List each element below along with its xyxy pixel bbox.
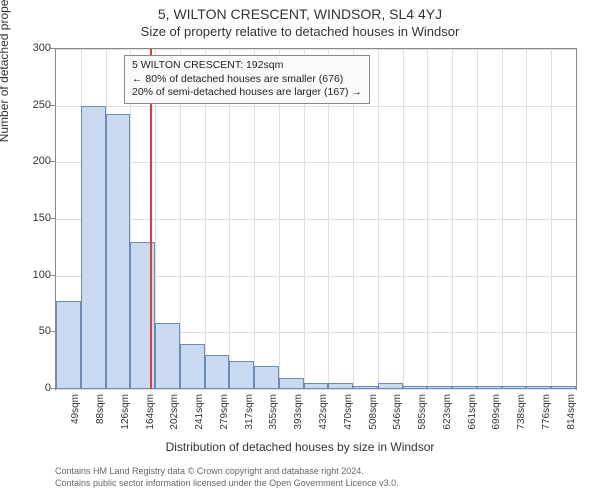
gridline xyxy=(56,219,576,220)
gridline xyxy=(551,49,552,389)
x-axis-label: Distribution of detached houses by size … xyxy=(0,440,600,454)
annotation-box: 5 WILTON CRESCENT: 192sqm ← 80% of detac… xyxy=(124,55,370,104)
page-title-address: 5, WILTON CRESCENT, WINDSOR, SL4 4YJ xyxy=(0,0,600,22)
x-tick-label: 432sqm xyxy=(318,394,329,430)
y-tick-label: 200 xyxy=(11,155,51,167)
gridline xyxy=(56,389,576,390)
x-tick-label: 776sqm xyxy=(541,394,552,430)
gridline xyxy=(403,49,404,389)
histogram-bar xyxy=(180,344,205,389)
histogram-bar xyxy=(551,386,576,389)
histogram-bar xyxy=(106,114,131,389)
histogram-bar xyxy=(378,383,403,389)
gridline xyxy=(526,49,527,389)
x-tick-label: 738sqm xyxy=(516,394,527,430)
chart-plot-area: 5 WILTON CRESCENT: 192sqm ← 80% of detac… xyxy=(55,48,577,390)
attribution-line1: Contains HM Land Registry data © Crown c… xyxy=(55,466,399,478)
histogram-bar xyxy=(452,386,477,389)
gridline xyxy=(427,49,428,389)
x-tick-label: 126sqm xyxy=(120,394,131,430)
histogram-bar xyxy=(477,386,502,389)
attribution-text: Contains HM Land Registry data © Crown c… xyxy=(55,466,399,489)
histogram-bar xyxy=(328,383,353,389)
histogram-bar xyxy=(304,383,329,389)
histogram-bar xyxy=(353,386,378,389)
x-tick-label: 88sqm xyxy=(95,394,106,424)
x-tick-label: 279sqm xyxy=(219,394,230,430)
x-tick-label: 699sqm xyxy=(491,394,502,430)
y-tick-label: 0 xyxy=(11,382,51,394)
x-tick-label: 355sqm xyxy=(268,394,279,430)
histogram-bar xyxy=(56,301,81,389)
histogram-bar xyxy=(279,378,304,389)
annotation-line2: ← 80% of detached houses are smaller (67… xyxy=(132,73,362,87)
annotation-line1: 5 WILTON CRESCENT: 192sqm xyxy=(132,59,362,73)
x-tick-label: 164sqm xyxy=(145,394,156,430)
annotation-line3: 20% of semi-detached houses are larger (… xyxy=(132,86,362,100)
gridline xyxy=(56,162,576,163)
x-tick-label: 508sqm xyxy=(368,394,379,430)
y-tick-label: 300 xyxy=(11,42,51,54)
y-tick-label: 50 xyxy=(11,325,51,337)
y-axis-label: Number of detached properties xyxy=(0,0,11,142)
gridline xyxy=(378,49,379,389)
x-tick-label: 546sqm xyxy=(392,394,403,430)
x-tick-label: 585sqm xyxy=(417,394,428,430)
gridline xyxy=(56,106,576,107)
attribution-line2: Contains public sector information licen… xyxy=(55,478,399,490)
gridline xyxy=(477,49,478,389)
gridline xyxy=(502,49,503,389)
histogram-bar xyxy=(403,386,428,389)
x-tick-label: 623sqm xyxy=(442,394,453,430)
histogram-bar xyxy=(526,386,551,389)
histogram-bar xyxy=(254,366,279,389)
y-tick-label: 250 xyxy=(11,99,51,111)
page-title-subtitle: Size of property relative to detached ho… xyxy=(0,22,600,39)
histogram-bar xyxy=(155,323,180,389)
x-tick-label: 814sqm xyxy=(566,394,577,430)
x-tick-label: 470sqm xyxy=(343,394,354,430)
x-tick-label: 393sqm xyxy=(293,394,304,430)
gridline xyxy=(56,49,576,50)
x-tick-label: 241sqm xyxy=(194,394,205,430)
y-tick-label: 150 xyxy=(11,212,51,224)
gridline xyxy=(452,49,453,389)
x-tick-label: 202sqm xyxy=(169,394,180,430)
y-tick-label: 100 xyxy=(11,269,51,281)
x-tick-label: 49sqm xyxy=(70,394,81,424)
histogram-bar xyxy=(229,361,254,389)
histogram-bar xyxy=(427,386,452,389)
x-tick-label: 661sqm xyxy=(467,394,478,430)
histogram-bar xyxy=(81,106,106,389)
histogram-bar xyxy=(502,386,527,389)
histogram-bar xyxy=(205,355,230,389)
x-tick-label: 317sqm xyxy=(244,394,255,430)
